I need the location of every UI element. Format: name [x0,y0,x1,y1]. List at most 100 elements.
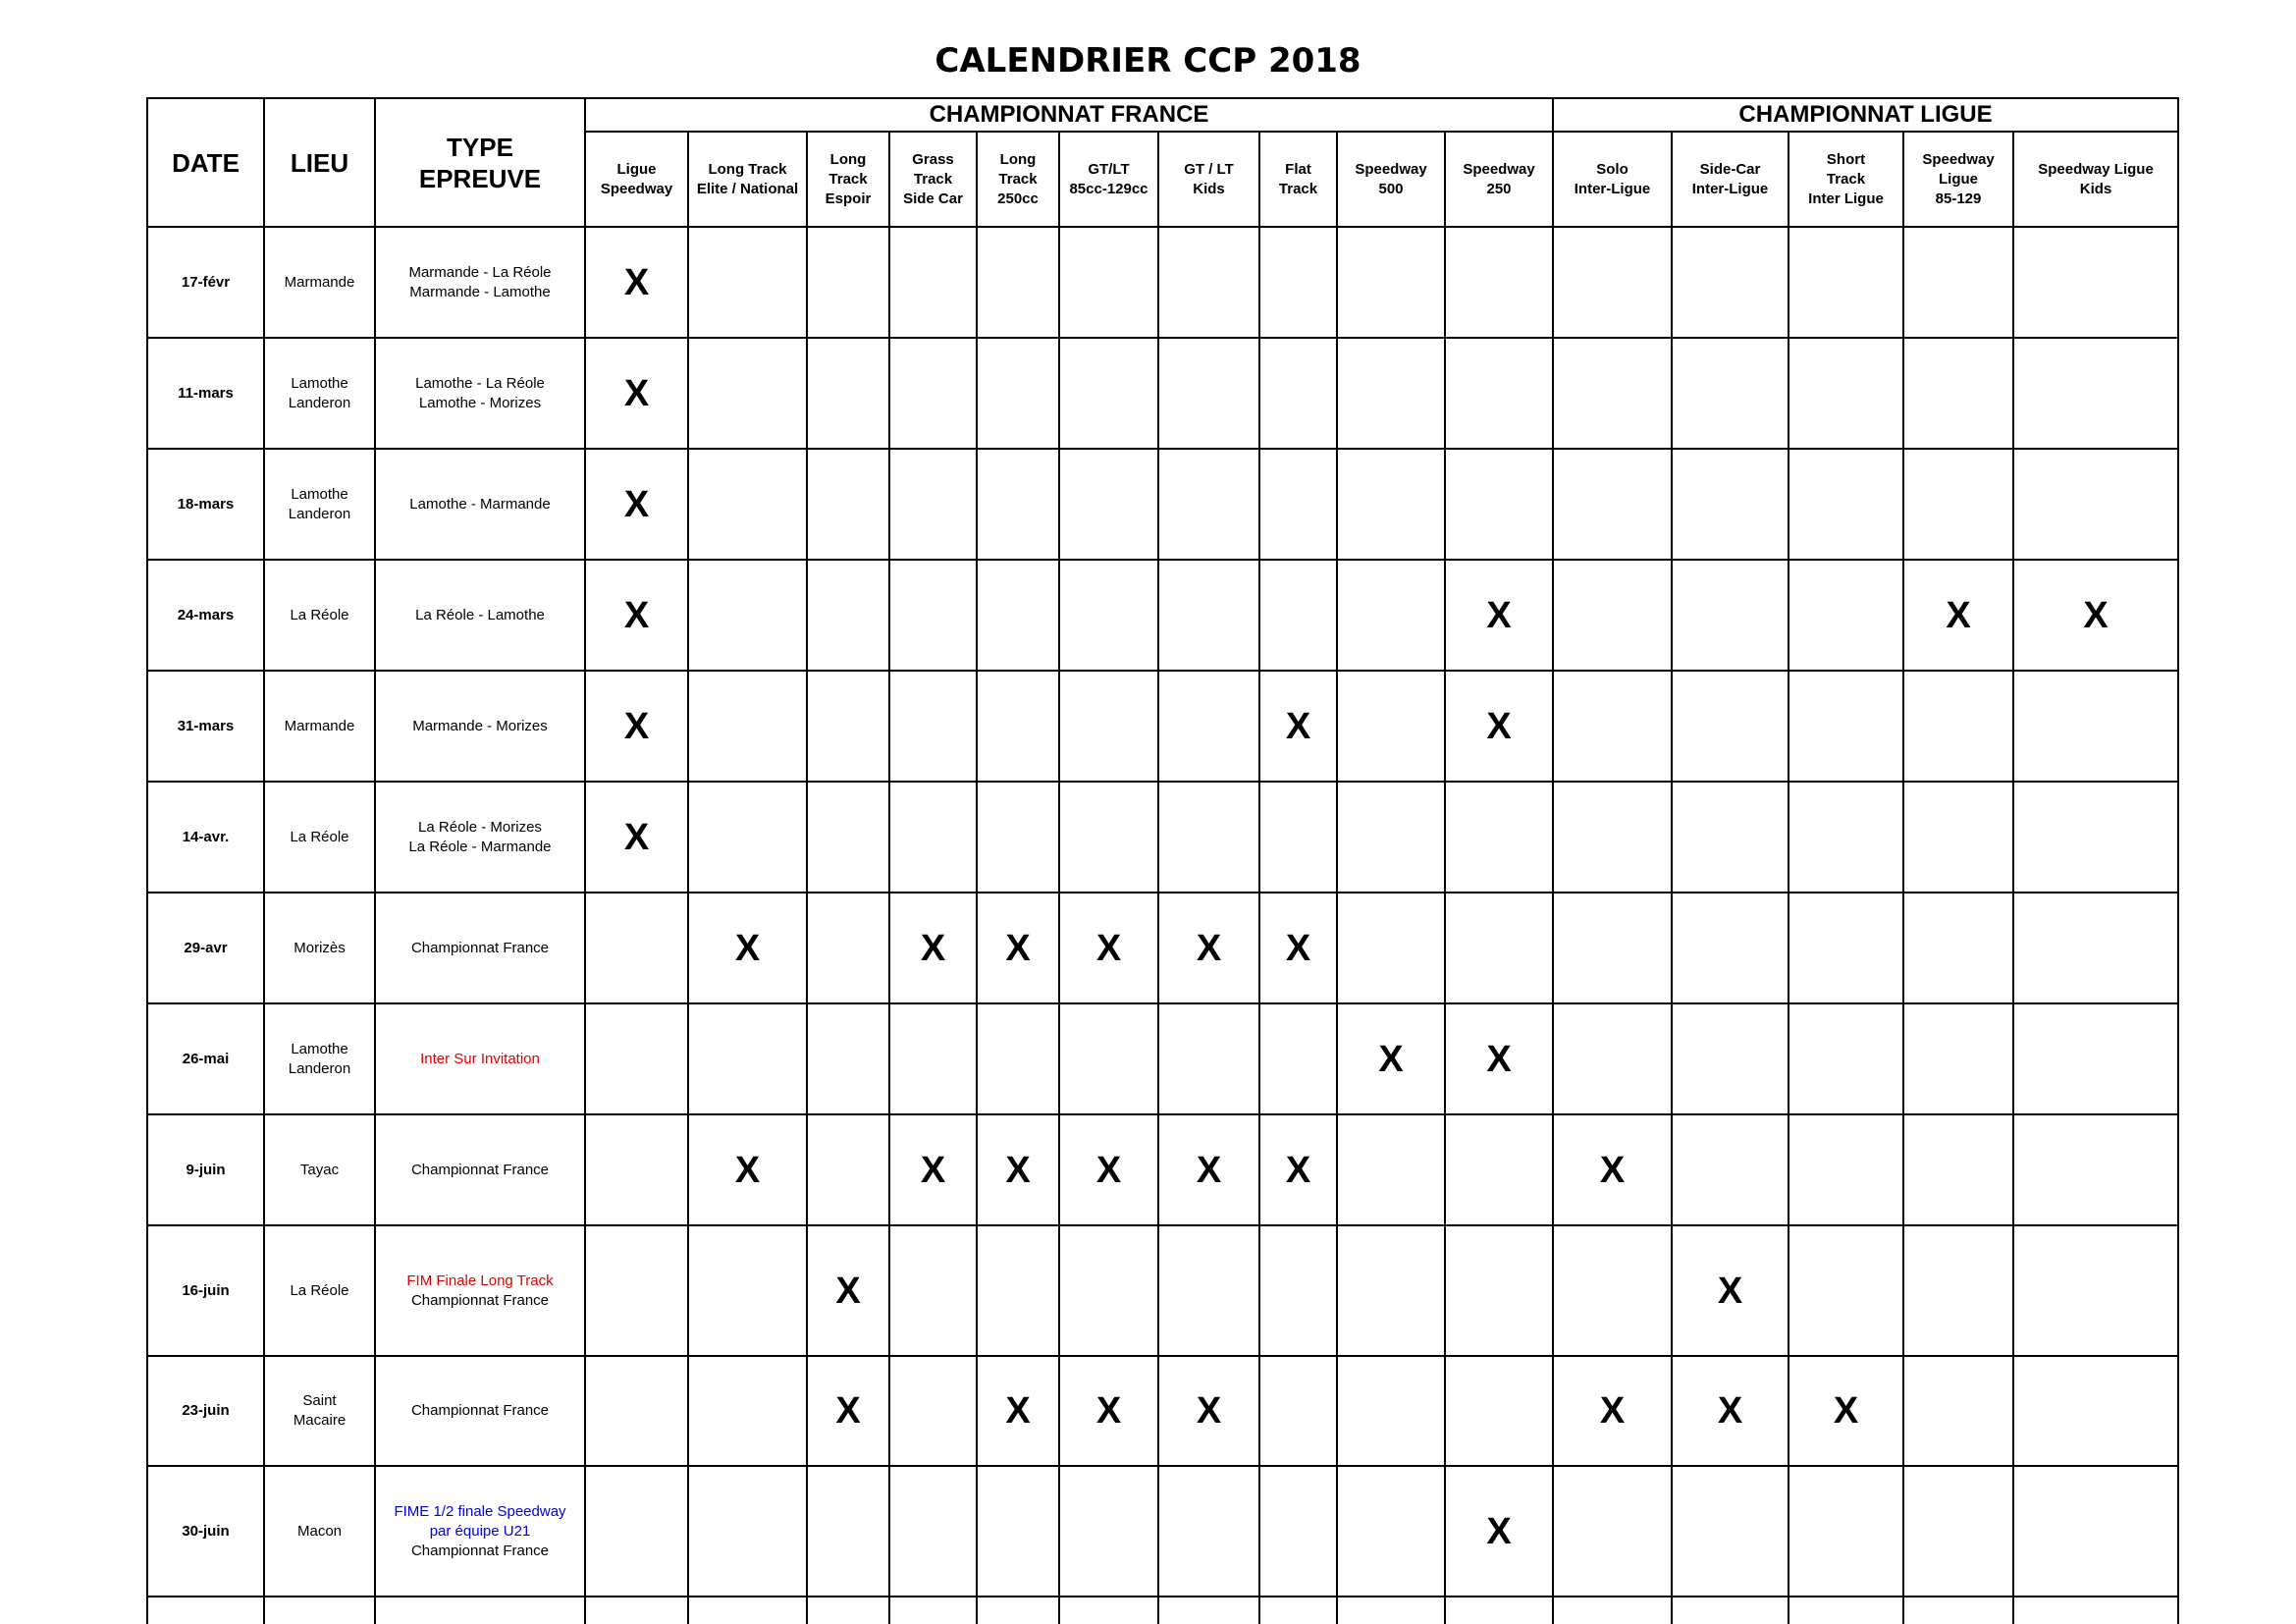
mark-cell [2011,1002,2180,1115]
mark-cell [976,1224,1060,1357]
mark-cell [1058,559,1159,672]
empty-cell [888,1596,978,1624]
mark-cell [1444,226,1554,339]
mark-cell: X [1258,1113,1338,1226]
mark-cell [888,1355,978,1467]
mark-cell [1788,448,1904,561]
empty-cell [1336,1596,1446,1624]
mark-cell [1058,448,1159,561]
mark-cell [1788,226,1904,339]
mark-cell [1552,559,1673,672]
event-cell: Lamothe - Marmande [374,448,586,561]
table-row [146,1596,2180,1624]
mark-cell [1258,1002,1338,1115]
event-cell: FIME 1/2 finale Speedway par équipe U21 C… [374,1465,586,1597]
place-cell: Lamothe Landeron [263,448,376,561]
event-line: Championnat France [410,1542,550,1559]
mark-cell [1058,226,1159,339]
mark-cell [1444,337,1554,450]
mark-cell [1902,1113,2014,1226]
mark-cell: X [976,892,1060,1004]
mark-cell [1902,1224,2014,1357]
mark-cell [1157,337,1260,450]
mark: X [623,372,650,414]
mark-cell: X [584,559,689,672]
mark-cell: X [976,1355,1060,1467]
mark-cell: X [888,892,978,1004]
mark-cell [1157,559,1260,672]
mark-cell [1902,226,2014,339]
mark-cell: X [1258,892,1338,1004]
date-cell: 23-juin [146,1355,265,1467]
place-cell: Marmande [263,670,376,783]
mark-cell [687,781,808,893]
empty-cell [263,1596,376,1624]
place-cell: La Réole [263,1224,376,1357]
mark: X [920,927,946,969]
column-header: Long Track 250cc [976,131,1060,228]
mark-cell [1788,1113,1904,1226]
event-line: La Réole - Lamothe [415,606,545,623]
mark-cell [888,448,978,561]
mark-cell [1902,670,2014,783]
empty-cell [2011,1596,2180,1624]
empty-cell [146,1596,265,1624]
empty-cell [976,1596,1060,1624]
mark-cell [1058,1002,1159,1115]
mark-cell: X [1058,1355,1159,1467]
event-cell: FIM Finale Long Track Championnat France [374,1224,586,1357]
mark-cell [1157,1002,1260,1115]
mark-cell [2011,1224,2180,1357]
column-header: Solo Inter-Ligue [1552,131,1673,228]
mark-cell [1788,892,1904,1004]
mark-cell [1671,1465,1789,1597]
event-line: Championnat France [410,939,550,956]
event-line: Championnat France [410,1291,550,1309]
table-row: 18-mars Lamothe Landeron Lamothe - Marmand… [146,448,2180,561]
mark-cell [1444,1113,1554,1226]
mark-cell [1058,1224,1159,1357]
mark-cell [1157,781,1260,893]
mark-cell: X [1157,1355,1260,1467]
event-cell: Marmande - Morizes [374,670,586,783]
mark-cell: X [584,448,689,561]
mark-cell [687,448,808,561]
mark-cell: X [584,226,689,339]
event-line: Championnat France [410,1161,550,1178]
mark: X [1285,1149,1311,1191]
mark-cell: X [1552,1113,1673,1226]
mark: X [2083,594,2109,636]
event-cell: Lamothe - La Réole Lamothe - Morizes [374,337,586,450]
place-cell: Saint Macaire [263,1355,376,1467]
event-line: La Réole - Marmande [408,838,552,855]
mark-cell [806,226,890,339]
mark: X [1378,1038,1404,1080]
mark-cell [2011,448,2180,561]
header-row: Ligue Speedway Long Track Elite / Nationa… [147,131,2180,228]
mark-cell [1788,781,1904,893]
mark-cell [1336,892,1446,1004]
date-cell: 26-mai [146,1002,265,1115]
date-cell: 29-avr [146,892,265,1004]
mark-cell [888,1224,978,1357]
mark-cell [976,670,1060,783]
mark-cell [1788,670,1904,783]
column-header: Ligue Speedway [584,131,689,228]
event-cell: Inter Sur Invitation [374,1002,586,1115]
table-row: 31-mars Marmande Marmande - Morizes X X X [146,670,2180,783]
mark-cell [1258,1224,1338,1357]
mark-cell: X [1157,892,1260,1004]
mark: X [920,1149,946,1191]
event-line: Marmande - Morizes [412,717,548,734]
mark-cell [1671,559,1789,672]
mark-cell [976,337,1060,450]
empty-cell [806,1596,890,1624]
mark-cell: X [1058,892,1159,1004]
mark-cell [1444,781,1554,893]
mark: X [1005,1149,1031,1191]
column-header: Speedway Ligue Kids [2011,131,2180,228]
mark-cell [1902,337,2014,450]
column-header: Short Track Inter Ligue [1788,131,1904,228]
place-cell: Lamothe Landeron [263,1002,376,1115]
place-cell: La Réole [263,781,376,893]
